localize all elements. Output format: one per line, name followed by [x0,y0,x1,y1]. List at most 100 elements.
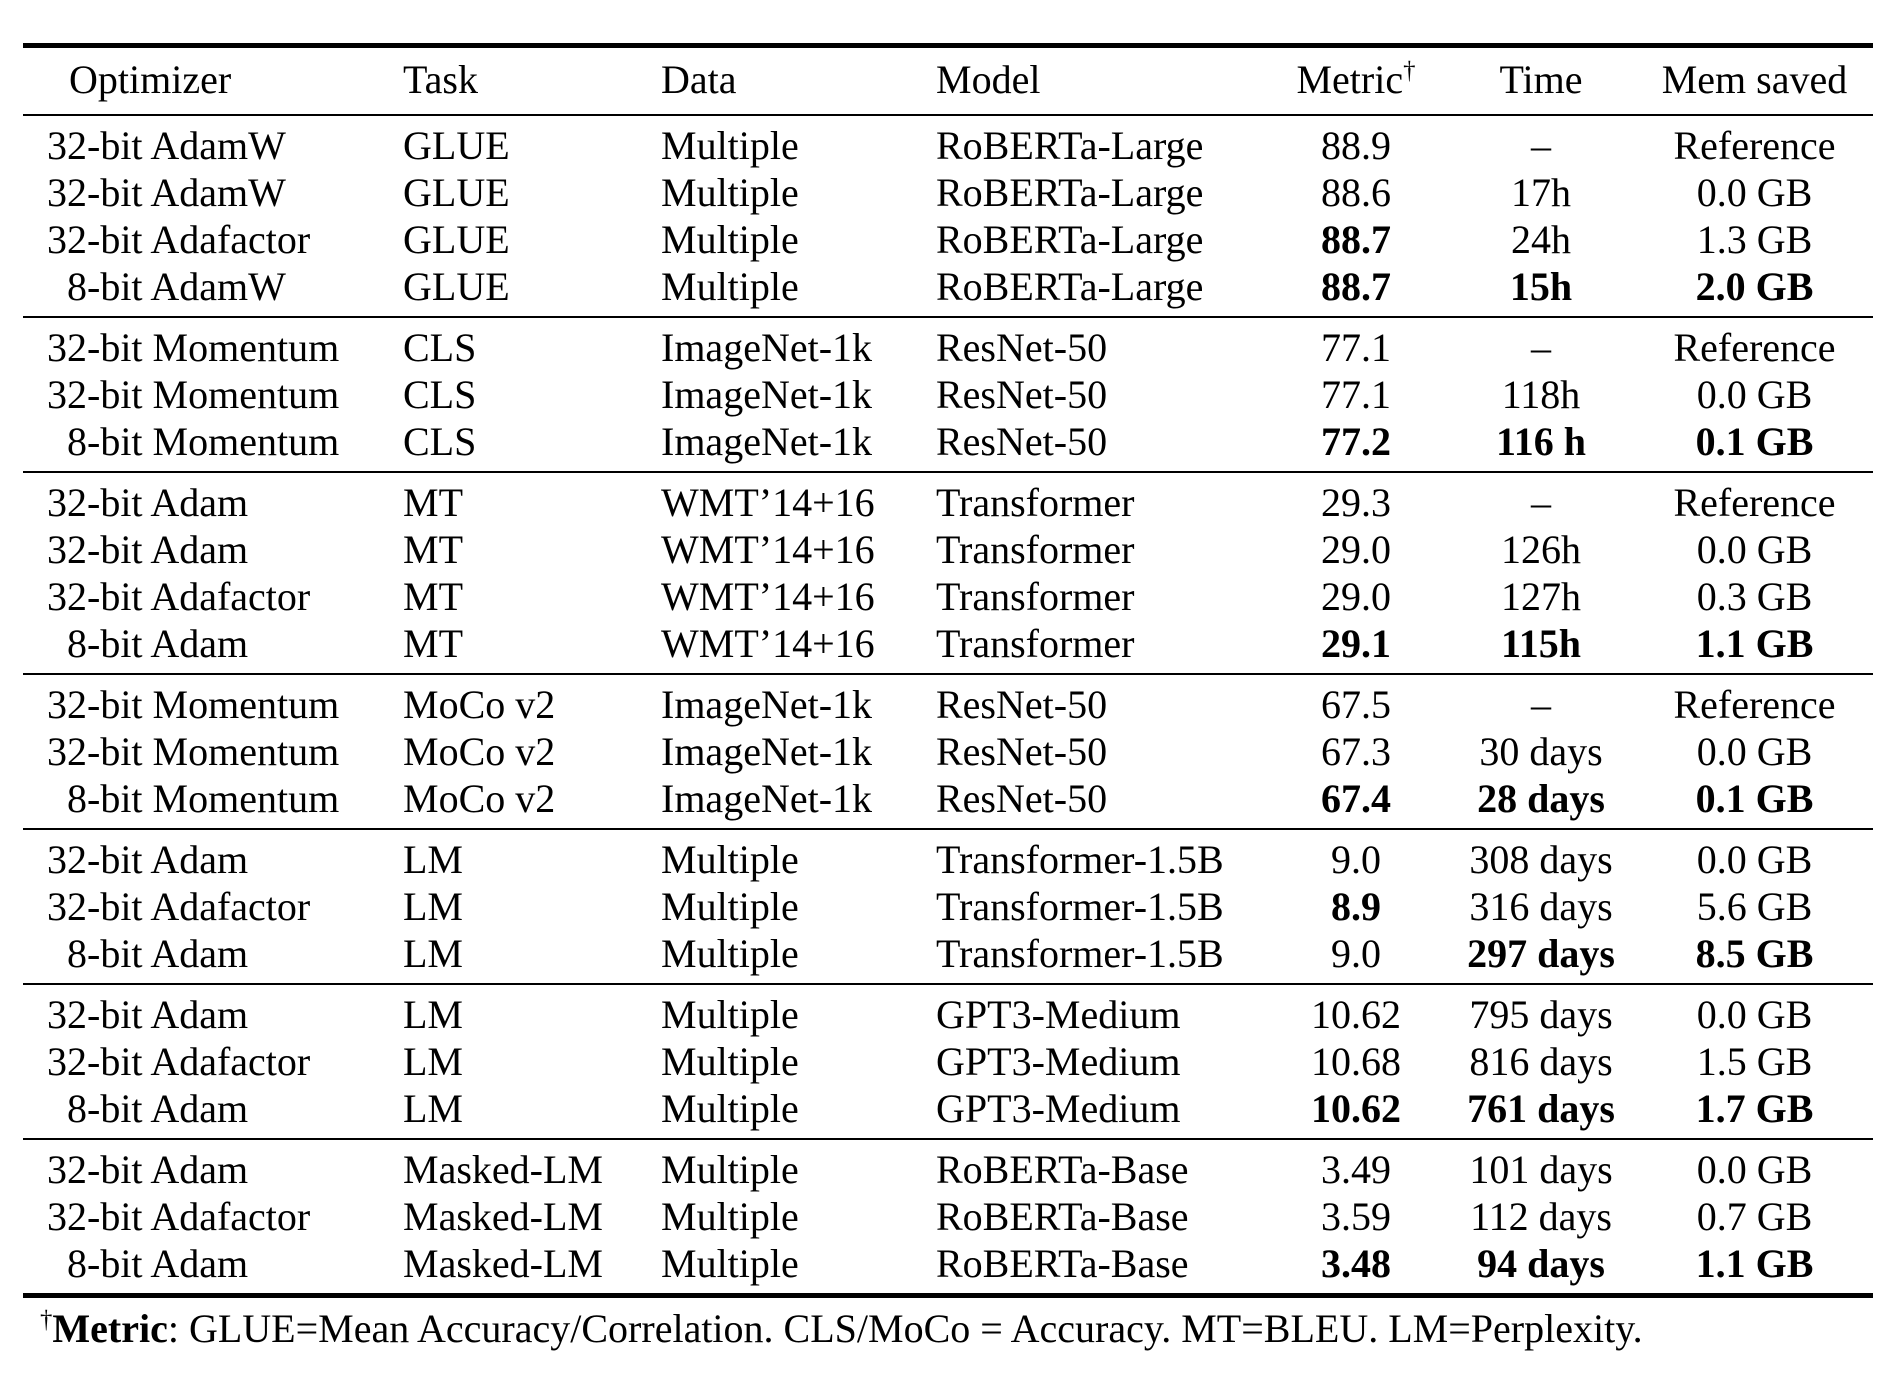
data-cell: Multiple [661,1085,799,1131]
table-row: 8-bit Adam LM Multiple Transformer-1.5B 9.0 2… [23,930,1873,984]
task-cell: GLUE [403,169,510,215]
table-row: 32-bit Adafactor Masked-LM Multiple RoBERTa… [23,1193,1873,1240]
task-cell: MoCo v2 [403,775,556,821]
optimizer-bit-width: 32 [47,122,87,168]
column-header-label: Time [1499,57,1583,102]
time-cell: 28 days [1477,775,1605,821]
table-footnote: †Metric: GLUE=Mean Accuracy/Correlation.… [40,1306,1873,1352]
mem-saved-cell: 5.6 GB [1696,883,1813,929]
optimizer-name: -bit Adafactor [87,216,311,262]
data-cell: Multiple [661,991,799,1037]
model-cell: RoBERTa-Base [936,1146,1189,1192]
task-cell: Masked-LM [403,1146,603,1192]
optimizer-cell: 32-bit AdamW [23,115,403,169]
data-cell: Multiple [661,930,799,976]
column-header-task: Task [403,46,661,116]
task-cell: MoCo v2 [403,728,556,774]
mem-saved-cell: Reference [1673,324,1836,370]
model-cell: RoBERTa-Large [936,216,1204,262]
column-header-time: Time [1446,46,1636,116]
time-cell: 15h [1509,263,1573,309]
optimizer-cell: 32-bit Adam [23,1139,403,1193]
row-group-glue: 32-bit AdamW GLUE Multiple RoBERTa-Large 88.… [23,115,1873,317]
row-group-cls: 32-bit Momentum CLS ImageNet-1k ResNet-50 77… [23,317,1873,472]
time-cell: 297 days [1467,930,1615,976]
task-cell: CLS [403,418,477,464]
metric-cell: 10.62 [1311,1085,1401,1131]
optimizer-name: -bit Adafactor [87,1038,311,1084]
model-cell: Transformer [936,573,1135,619]
data-cell: WMT’14+16 [661,573,875,619]
optimizer-bit-width: 8 [67,775,87,821]
table-header: Optimizer Task Data Model Metric† Time Mem sav… [23,46,1873,116]
metric-cell: 67.4 [1321,775,1391,821]
optimizer-cell: 32-bit Adafactor [23,1038,403,1085]
time-cell: – [1531,681,1551,727]
optimizer-name: -bit Adam [87,836,249,882]
model-cell: GPT3-Medium [936,1038,1181,1084]
optimizer-bit-width: 8 [67,930,87,976]
optimizer-cell: 8-bit Adam [23,1240,403,1296]
task-cell: LM [403,836,463,882]
metric-cell: 29.0 [1321,573,1391,619]
table-row: 32-bit Momentum CLS ImageNet-1k ResNet-50 77… [23,371,1873,418]
optimizer-cell: 32-bit Adam [23,829,403,883]
optimizer-bit-width: 32 [47,324,87,370]
model-cell: Transformer [936,620,1135,666]
data-cell: WMT’14+16 [661,620,875,666]
model-cell: Transformer-1.5B [936,883,1224,929]
mem-saved-cell: Reference [1673,681,1836,727]
time-cell: 17h [1511,169,1571,215]
table-row: 8-bit Momentum MoCo v2 ImageNet-1k ResNet-5… [23,775,1873,829]
model-cell: ResNet-50 [936,418,1108,464]
model-cell: RoBERTa-Large [936,122,1204,168]
column-header-label: Task [403,57,478,102]
optimizer-name: -bit Adafactor [87,1193,311,1239]
table-row: 32-bit Adafactor LM Multiple Transformer-1.… [23,883,1873,930]
task-cell: LM [403,883,463,929]
task-cell: GLUE [403,122,510,168]
table-row: 32-bit AdamW GLUE Multiple RoBERTa-Large 88.… [23,115,1873,169]
data-cell: Multiple [661,1193,799,1239]
table-row: 32-bit Momentum CLS ImageNet-1k ResNet-50 77… [23,317,1873,371]
task-cell: CLS [403,324,477,370]
time-cell: – [1531,122,1551,168]
metric-cell: 3.49 [1321,1146,1391,1192]
mem-saved-cell: 0.0 GB [1696,1146,1813,1192]
optimizer-bit-width: 32 [47,526,87,572]
column-header-label: Optimizer [69,57,232,102]
task-cell: MT [403,573,463,619]
optimizer-name: -bit AdamW [87,263,286,309]
optimizer-name: -bit Momentum [87,371,340,417]
data-cell: ImageNet-1k [661,681,873,727]
data-cell: ImageNet-1k [661,324,873,370]
mem-saved-cell: 0.0 GB [1696,371,1813,417]
metric-cell: 9.0 [1331,836,1381,882]
dagger-symbol: † [40,1306,53,1334]
time-cell: 112 days [1470,1193,1612,1239]
optimizer-cell: 32-bit Adam [23,472,403,526]
time-cell: 816 days [1469,1038,1613,1084]
time-cell: 795 days [1469,991,1613,1037]
time-cell: 24h [1511,216,1571,262]
model-cell: RoBERTa-Large [936,263,1204,309]
optimizer-bit-width: 32 [47,883,87,929]
optimizer-bit-width: 32 [47,169,87,215]
optimizer-name: -bit Adam [87,1240,249,1286]
optimizer-cell: 8-bit Adam [23,1085,403,1139]
row-group-lm-1-5b: 32-bit Adam LM Multiple Transformer-1.5B 9.0… [23,829,1873,984]
task-cell: MT [403,526,463,572]
time-cell: 118h [1501,371,1581,417]
metric-cell: 9.0 [1331,930,1381,976]
optimizer-name: -bit Adam [87,526,249,572]
task-cell: Masked-LM [403,1193,603,1239]
time-cell: 101 days [1469,1146,1613,1192]
optimizer-cell: 8-bit Momentum [23,418,403,472]
model-cell: ResNet-50 [936,371,1108,417]
metric-cell: 77.1 [1321,371,1391,417]
row-group-lm-gpt3: 32-bit Adam LM Multiple GPT3-Medium 10.62 795… [23,984,1873,1139]
optimizer-name: -bit Momentum [87,681,340,727]
mem-saved-cell: 0.0 GB [1696,728,1813,774]
optimizer-bit-width: 32 [47,479,87,525]
metric-cell: 77.1 [1321,324,1391,370]
